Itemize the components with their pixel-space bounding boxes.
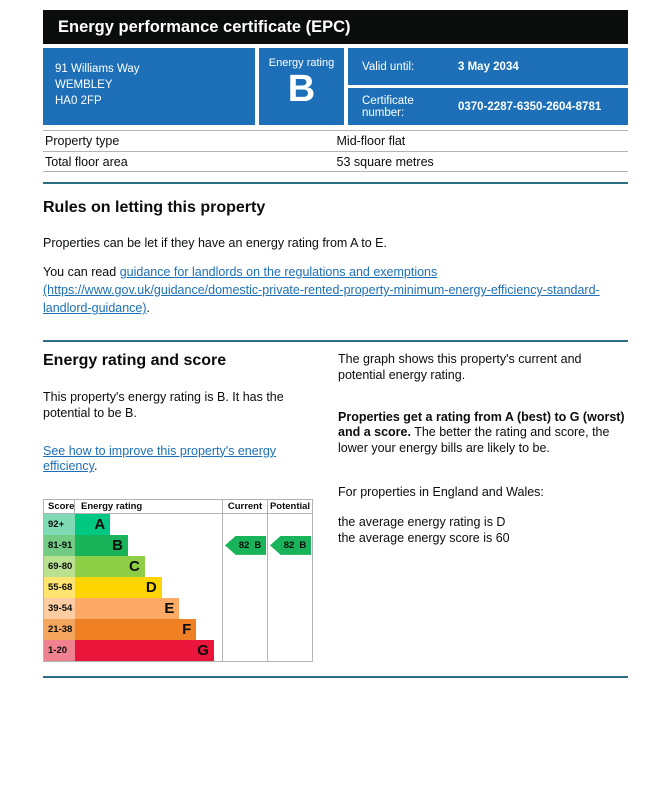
- floor-area-value: 53 square metres: [336, 154, 434, 169]
- rating-description: This property's energy rating is B. It h…: [43, 390, 284, 420]
- band-row-f: 21-38 F: [44, 618, 222, 640]
- certificate-number-value: 0370-2287-6350-2604-8781: [458, 100, 602, 113]
- rules-link-paragraph: You can read guidance for landlords on t…: [43, 263, 618, 317]
- valid-until-label: Valid until:: [362, 60, 415, 73]
- section-divider: [43, 182, 628, 184]
- band-row-b: 81-91 B: [44, 534, 222, 556]
- band-bar-g: G: [75, 639, 214, 661]
- link-prefix-text: You can read: [43, 265, 120, 279]
- england-wales-intro: For properties in England and Wales:: [338, 484, 544, 499]
- epc-rating-chart: Score Energy rating Current Potential 92…: [43, 498, 313, 662]
- address-line-2: WEMBLEY: [55, 79, 113, 92]
- property-type-label: Property type: [45, 134, 120, 148]
- property-facts-table: Property type Mid-floor flat Total floor…: [43, 130, 628, 172]
- current-score: 82: [238, 539, 250, 551]
- improve-link-suffix: .: [93, 459, 98, 474]
- current-letter: B: [254, 539, 262, 551]
- chart-header-row: Score Energy rating Current Potential: [44, 499, 312, 514]
- valid-until-value: 3 May 2034: [458, 60, 519, 73]
- address-line-1: 91 Williams Way: [55, 63, 140, 75]
- rating-explanation-rest: The better the rating and score, the low…: [338, 425, 610, 455]
- band-bar-c: C: [75, 555, 145, 577]
- certificate-number-label: Certificate number:: [362, 94, 414, 119]
- table-row: Property type Mid-floor flat: [43, 130, 628, 151]
- certificate-details-panel: Valid until: 3 May 2034 Certificate numb…: [348, 48, 628, 125]
- valid-until-row: Valid until: 3 May 2034: [348, 48, 628, 85]
- rating-left-column: Energy rating and score This property's …: [43, 352, 318, 662]
- band-row-a: 92+ A: [44, 513, 222, 535]
- current-column-header: Current: [222, 499, 267, 513]
- table-row: Total floor area 53 square metres: [43, 151, 628, 172]
- summary-panels: 91 Williams Way WEMBLEY HA0 2FP Energy r…: [43, 48, 628, 125]
- band-row-c: 69-80 C: [44, 555, 222, 577]
- average-rating-line: the average energy rating is D: [338, 515, 506, 530]
- rules-heading: Rules on letting this property: [43, 199, 266, 216]
- score-range-b: 81-91: [44, 534, 75, 556]
- energy-rating-label: Energy rating: [268, 57, 335, 69]
- score-range-e: 39-54: [44, 597, 75, 619]
- property-type-value: Mid-floor flat: [336, 134, 406, 148]
- rules-paragraph: Properties can be let if they have an en…: [43, 236, 387, 250]
- link-suffix-text: .: [146, 301, 151, 316]
- improve-efficiency-link[interactable]: See how to improve this property's energ…: [43, 443, 277, 474]
- band-row-e: 39-54 E: [44, 597, 222, 619]
- certificate-page: Energy performance certificate (EPC) 91 …: [43, 10, 628, 678]
- potential-rating-arrow: 82 B: [270, 535, 311, 555]
- band-bar-a: A: [75, 513, 111, 535]
- band-row-g: 1-20 G: [44, 639, 222, 661]
- score-column-header: Score: [44, 499, 75, 513]
- potential-letter: B: [299, 539, 307, 551]
- potential-column-header: Potential: [267, 499, 312, 513]
- score-range-a: 92+: [44, 513, 75, 535]
- certificate-number-row: Certificate number: 0370-2287-6350-2604-…: [348, 88, 628, 125]
- rating-explanation: Properties get a rating from A (best) to…: [338, 410, 628, 457]
- rules-section: Rules on letting this property Propertie…: [43, 199, 628, 317]
- average-score-line: the average energy score is 60: [338, 530, 510, 545]
- energy-rating-panel: Energy rating B: [259, 48, 344, 125]
- potential-score: 82: [283, 539, 295, 551]
- band-bar-d: D: [75, 576, 162, 598]
- graph-description: The graph shows this property's current …: [338, 352, 582, 382]
- current-rating-arrow: 82 B: [225, 535, 266, 555]
- improve-link-paragraph: See how to improve this property's energ…: [43, 444, 295, 475]
- landlord-guidance-link[interactable]: guidance for landlords on the regulation…: [43, 265, 600, 316]
- rating-bands: 92+ A 81-91 B 69-80 C 55-68: [44, 513, 222, 661]
- energy-rating-value: B: [287, 68, 316, 110]
- rating-column-header: Energy rating: [81, 500, 143, 512]
- score-range-c: 69-80: [44, 555, 75, 577]
- rating-explanation-bold: Properties get a rating from A (best) to…: [338, 409, 625, 440]
- page-title: Energy performance certificate (EPC): [43, 10, 628, 44]
- energy-rating-section: Energy rating and score This property's …: [43, 352, 628, 662]
- band-row-d: 55-68 D: [44, 576, 222, 598]
- rating-heading: Energy rating and score: [43, 352, 227, 370]
- averages-text: the average energy rating is D the avera…: [338, 515, 628, 546]
- score-range-d: 55-68: [44, 576, 75, 598]
- section-divider: [43, 340, 628, 343]
- chart-body: 92+ A 81-91 B 69-80 C 55-68: [44, 513, 312, 661]
- floor-area-label: Total floor area: [45, 154, 128, 169]
- potential-rating-column: 82 B: [267, 513, 312, 661]
- property-address: 91 Williams Way WEMBLEY HA0 2FP: [43, 48, 255, 125]
- address-line-3: HA0 2FP: [55, 95, 102, 108]
- band-bar-b: B: [75, 534, 128, 556]
- score-range-f: 21-38: [44, 618, 75, 640]
- band-bar-f: F: [75, 618, 197, 640]
- band-bar-e: E: [75, 597, 180, 619]
- section-divider: [43, 675, 628, 678]
- current-rating-column: 82 B: [222, 513, 267, 661]
- rating-right-column: The graph shows this property's current …: [318, 352, 628, 662]
- score-range-g: 1-20: [44, 639, 75, 661]
